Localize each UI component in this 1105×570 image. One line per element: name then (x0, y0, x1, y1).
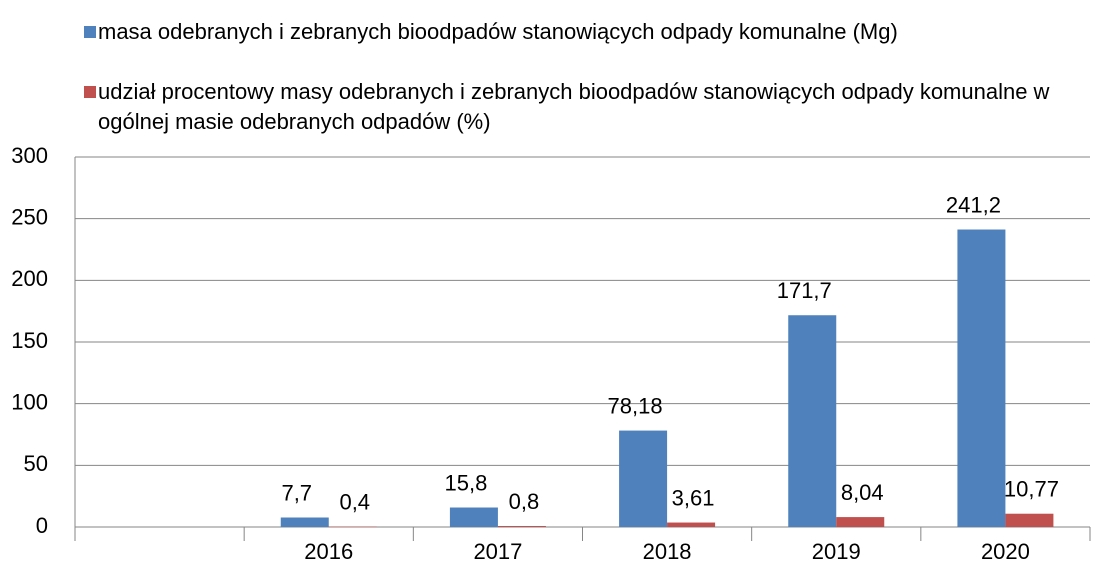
data-label: 15,8 (445, 470, 488, 495)
y-tick-label: 150 (11, 328, 48, 353)
bar (1005, 513, 1054, 527)
legend-swatch (84, 26, 96, 38)
x-tick-label: 2019 (812, 539, 861, 564)
legend-swatch (84, 86, 96, 98)
bar (667, 522, 716, 527)
y-tick-label: 0 (36, 513, 48, 538)
data-label: 10,77 (1004, 477, 1059, 502)
x-tick-label: 2020 (981, 539, 1030, 564)
bar (280, 517, 329, 527)
bar (836, 517, 885, 527)
data-label: 3,61 (672, 485, 715, 510)
bar (449, 507, 498, 527)
data-label: 7,7 (281, 480, 312, 505)
y-tick-label: 50 (24, 451, 48, 476)
legend-entry: udział procentowy masy odebranych i zebr… (84, 77, 1088, 137)
bar (957, 229, 1006, 527)
bar (619, 430, 668, 527)
data-label: 0,4 (339, 489, 370, 514)
x-tick-label: 2018 (643, 539, 692, 564)
bar (497, 526, 546, 527)
data-label: 241,2 (946, 192, 1001, 217)
x-tick-label: 2016 (304, 539, 353, 564)
data-label: 8,04 (841, 480, 884, 505)
y-tick-label: 250 (11, 204, 48, 229)
legend-label: udział procentowy masy odebranych i zebr… (98, 79, 1050, 134)
y-tick-label: 300 (11, 143, 48, 168)
y-tick-label: 200 (11, 266, 48, 291)
bar (788, 315, 837, 527)
y-tick-label: 100 (11, 389, 48, 414)
legend-label: masa odebranych i zebranych bioodpadów s… (98, 19, 898, 44)
x-tick-label: 2017 (473, 539, 522, 564)
data-label: 78,18 (608, 393, 663, 418)
data-label: 171,7 (777, 278, 832, 303)
legend-entry: masa odebranych i zebranych bioodpadów s… (84, 17, 1088, 47)
data-label: 0,8 (509, 489, 540, 514)
